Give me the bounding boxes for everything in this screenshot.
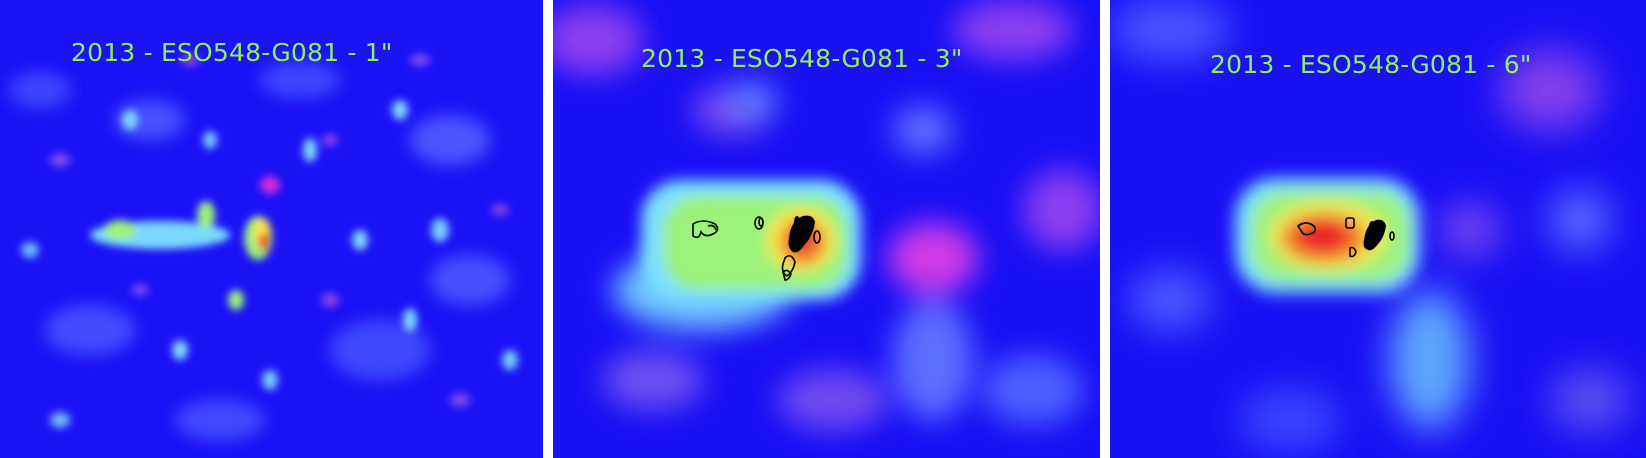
contour-lines <box>1296 217 1395 258</box>
radio-map-1arcsec <box>0 0 543 458</box>
panel-label: 2013 - ESO548-G081 - 6" <box>1210 50 1532 79</box>
panel-label: 2013 - ESO548-G081 - 1" <box>71 38 393 67</box>
radio-map-3arcsec <box>553 0 1100 458</box>
radio-map-6arcsec <box>1110 0 1646 458</box>
contour-peak <box>788 215 815 253</box>
contour-peak <box>1363 219 1386 251</box>
panel-label: 2013 - ESO548-G081 - 3" <box>641 44 963 73</box>
contour-lines <box>692 216 821 281</box>
map-panel-6arcsec: 2013 - ESO548-G081 - 6" <box>1110 0 1646 458</box>
map-panel-3arcsec: 2013 - ESO548-G081 - 3" <box>553 0 1100 458</box>
map-panel-1arcsec: 2013 - ESO548-G081 - 1" <box>0 0 543 458</box>
